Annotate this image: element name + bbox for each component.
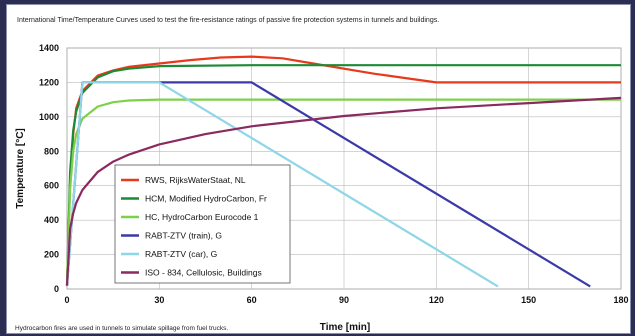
series-line-5	[65, 81, 499, 288]
legend-entry: RABT-ZTV (train), G	[145, 231, 222, 241]
y-tick-label: 200	[44, 250, 59, 260]
series-line-6	[65, 96, 622, 286]
legend-box	[114, 164, 291, 284]
y-tick-label: 0	[54, 284, 59, 294]
y-tick-label: 1200	[39, 77, 59, 87]
legend-entry: HCM, Modified HydroCarbon, Fr	[145, 194, 267, 204]
series-line-2	[65, 64, 621, 286]
legend-entry: HC, HydroCarbon Eurocode 1	[145, 212, 259, 222]
x-tick-label: 60	[247, 295, 257, 305]
y-tick-label: 800	[44, 146, 59, 156]
x-tick-label: 0	[64, 295, 69, 305]
y-tick-label: 1000	[39, 112, 59, 122]
x-tick-label: 120	[429, 295, 444, 305]
x-tick-label: 150	[521, 295, 536, 305]
legend-entry: ISO - 834, Cellulosic, Buildings	[145, 268, 262, 278]
y-tick-label: 400	[44, 215, 59, 225]
y-axis-label: Temperature [°C]	[15, 128, 26, 209]
chart-title: International Time/Temperature Curves us…	[17, 17, 440, 24]
x-axis-label: Time [min]	[320, 322, 370, 333]
series-line-3	[65, 98, 621, 286]
chart-footnote: Hydrocarbon fires are used in tunnels to…	[15, 325, 229, 332]
y-tick-label: 600	[44, 181, 59, 191]
x-tick-label: 180	[613, 295, 628, 305]
legend-entry: RABT-ZTV (car), G	[145, 249, 217, 259]
legend-entry: RWS, RijksWaterStaat, NL	[145, 175, 246, 185]
y-tick-label: 1400	[39, 43, 59, 53]
x-tick-label: 90	[339, 295, 349, 305]
x-tick-label: 30	[154, 295, 164, 305]
